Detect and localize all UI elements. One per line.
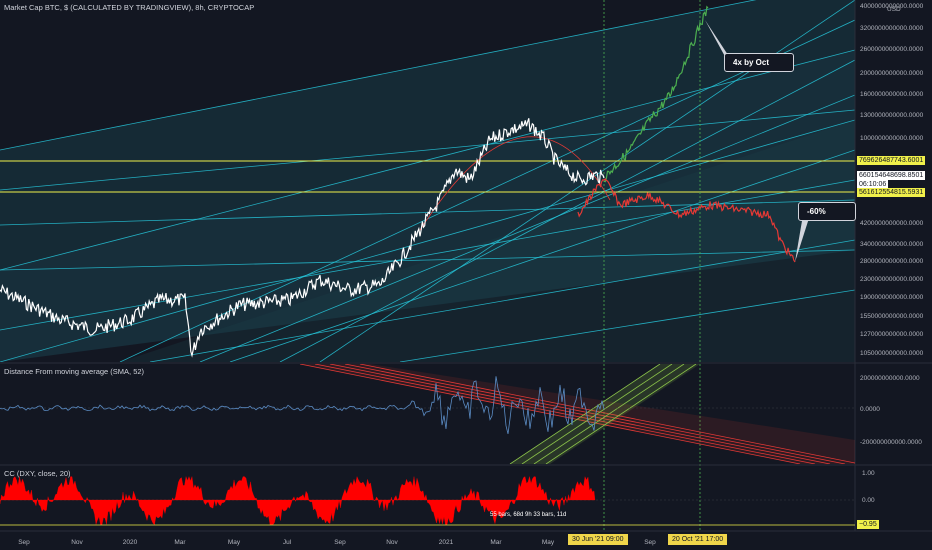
time-axis-label: Nov xyxy=(386,539,398,546)
price-axis-label: 1900000000000.0000 xyxy=(860,294,924,301)
downside-callout-pointer xyxy=(795,215,810,262)
price-axis-label: 1270000000000.0000 xyxy=(860,331,924,338)
time-axis-label: May xyxy=(542,539,555,546)
current-price-tag: 660154648698.8501 xyxy=(857,171,926,180)
price-axis-label: 2600000000000.0000 xyxy=(860,46,924,53)
oscillator-line[interactable] xyxy=(0,376,605,434)
red-channel-line xyxy=(359,364,855,464)
upside-callout[interactable]: 4x by Oct xyxy=(724,53,794,72)
fan-line xyxy=(149,239,855,362)
indicator1-title[interactable]: Distance From moving average (SMA, 52) xyxy=(4,367,145,376)
price-axis-label: 2800000000000.0000 xyxy=(860,258,924,265)
price-axis[interactable]: 4000000000000.0000 3200000000000.0000 2600… xyxy=(860,3,924,357)
fan-line xyxy=(229,149,855,362)
downside-callout[interactable]: -60% xyxy=(798,202,856,221)
projection-down-line[interactable] xyxy=(577,178,796,263)
fan-line xyxy=(0,179,855,331)
price-axis-label: 1000000000000.0000 xyxy=(860,135,924,142)
price-axis-label: 2300000000000.0000 xyxy=(860,276,924,283)
price-axis-label: 4200000000000.0000 xyxy=(860,220,924,227)
fan-line xyxy=(0,109,855,191)
green-channel-line xyxy=(521,364,673,464)
oscillator-axis-label: 0.0000 xyxy=(860,406,880,413)
time-axis-label: Sep xyxy=(644,539,656,546)
time-axis-label: Sep xyxy=(18,539,30,546)
cup-arc xyxy=(419,136,611,231)
fan-line xyxy=(0,119,855,362)
time-axis-label: May xyxy=(228,539,241,546)
fan-line xyxy=(119,19,855,362)
time-axis-label: Nov xyxy=(71,539,83,546)
red-channel-line xyxy=(329,364,831,464)
main-title: Market Cap BTC, $ (CALCULATED BY TRADING… xyxy=(4,3,255,12)
price-axis-label: 1550000000000.0000 xyxy=(860,313,924,320)
green-channel-line xyxy=(509,364,661,464)
time-axis-label: Sep xyxy=(334,539,346,546)
green-channel-line xyxy=(533,364,685,464)
price-axis-label: 1300000000000.0000 xyxy=(860,112,924,119)
price-axis-label: 1600000000000.0000 xyxy=(860,91,924,98)
cc-overlay-text: 55 bars, 68d 9h 33 bars, 11d xyxy=(490,512,566,518)
oscillator-axis-label: 200000000000.0000 xyxy=(860,375,920,382)
fan-line xyxy=(199,94,855,362)
time-axis-label: 2020 xyxy=(123,539,138,546)
time-axis-label: Mar xyxy=(174,539,186,546)
fan-line xyxy=(0,249,855,271)
red-channel-line xyxy=(344,364,846,464)
oscillator-channels xyxy=(299,364,855,464)
upside-callout-pointer xyxy=(705,20,728,62)
channel-shading xyxy=(0,0,855,362)
cc-level-tag: −0.95 xyxy=(857,520,879,529)
time-axis-label: 2021 xyxy=(439,539,454,546)
countdown-tag: 06:10:06 xyxy=(857,180,889,189)
price-series-line[interactable] xyxy=(0,118,605,358)
currency-label: USD xyxy=(887,6,901,13)
date-tag-oct: 20 Oct '21 17:00 xyxy=(668,534,728,545)
red-channel-line xyxy=(314,364,816,464)
lower-level-tag: 561612554815.5931 xyxy=(857,188,926,197)
fan-line xyxy=(399,289,855,362)
date-tag-jun: 30 Jun '21 09:00 xyxy=(568,534,628,545)
fan-line xyxy=(279,59,855,362)
fan-lines xyxy=(0,0,855,362)
time-axis-label: Mar xyxy=(490,539,502,546)
time-axis-label: Jul xyxy=(283,539,292,546)
fan-line xyxy=(0,199,855,226)
price-axis-label: 2000000000000.0000 xyxy=(860,70,924,77)
price-axis-label: 3200000000000.0000 xyxy=(860,25,924,32)
price-axis-label: 1050000000000.0000 xyxy=(860,350,924,357)
oscillator-axis-label: -200000000000.0000 xyxy=(860,439,922,446)
price-axis-label: 4000000000000.0000 xyxy=(860,3,924,10)
projection-up-line[interactable] xyxy=(603,5,709,183)
indicator2-title[interactable]: CC (DXY, close, 20) xyxy=(4,469,71,478)
cc-histogram[interactable] xyxy=(0,476,596,526)
upper-level-tag: 769626487743.6001 xyxy=(857,156,926,165)
cc-axis: 1.00 0.00 xyxy=(862,470,875,504)
fan-line xyxy=(0,0,757,151)
cc-axis-label: 1.00 xyxy=(862,470,875,477)
cc-axis-label: 0.00 xyxy=(862,497,875,504)
price-axis-label: 3400000000000.0000 xyxy=(860,241,924,248)
oscillator-axis: 200000000000.0000 0.0000 -200000000000.000… xyxy=(860,375,922,446)
green-channel-line xyxy=(545,364,697,464)
